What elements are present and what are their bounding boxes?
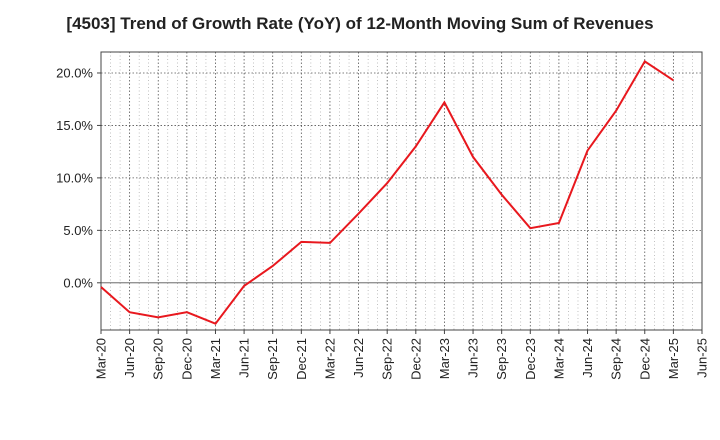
x-tick-label: Jun-25 [695, 338, 710, 378]
y-tick-label: 0.0% [63, 275, 93, 290]
grid [101, 52, 702, 330]
series-line [100, 59, 674, 325]
x-tick-label: Dec-21 [294, 338, 309, 380]
y-tick-label: 10.0% [56, 170, 93, 185]
axes [97, 51, 703, 334]
y-tick-label: 5.0% [63, 223, 93, 238]
x-tick-label: Dec-23 [523, 338, 538, 380]
y-tick-label: 20.0% [56, 65, 93, 80]
x-tick-label: Dec-22 [408, 338, 423, 380]
x-tick-label: Sep-22 [380, 338, 395, 380]
plot-frame [100, 51, 703, 331]
tick-labels: 0.0% 5.0% 10.0% 15.0% 20.0% Mar-20 Jun-20 Sep-2… [56, 65, 709, 379]
x-tick-label: Jun-23 [466, 338, 481, 378]
y-tick-label: 15.0% [56, 118, 93, 133]
x-tick-label: Sep-20 [151, 338, 166, 380]
x-tick-label: Jun-24 [580, 338, 595, 378]
x-tick-label: Dec-24 [637, 338, 652, 380]
series-layer [100, 59, 674, 325]
x-tick-label: Sep-24 [609, 338, 624, 380]
x-tick-label: Sep-23 [494, 338, 509, 380]
x-tick-label: Mar-25 [666, 338, 681, 379]
x-tick-label: Mar-24 [551, 338, 566, 379]
x-tick-label: Jun-22 [351, 338, 366, 378]
x-tick-label: Mar-20 [94, 338, 109, 379]
chart-title: [4503] Trend of Growth Rate (YoY) of 12-… [66, 14, 654, 33]
x-tick-label: Mar-22 [322, 338, 337, 379]
x-tick-label: Mar-21 [208, 338, 223, 379]
x-tick-label: Dec-20 [179, 338, 194, 380]
x-tick-label: Sep-21 [265, 338, 280, 380]
x-tick-label: Jun-21 [237, 338, 252, 378]
x-tick-label: Jun-20 [122, 338, 137, 378]
x-tick-label: Mar-23 [437, 338, 452, 379]
